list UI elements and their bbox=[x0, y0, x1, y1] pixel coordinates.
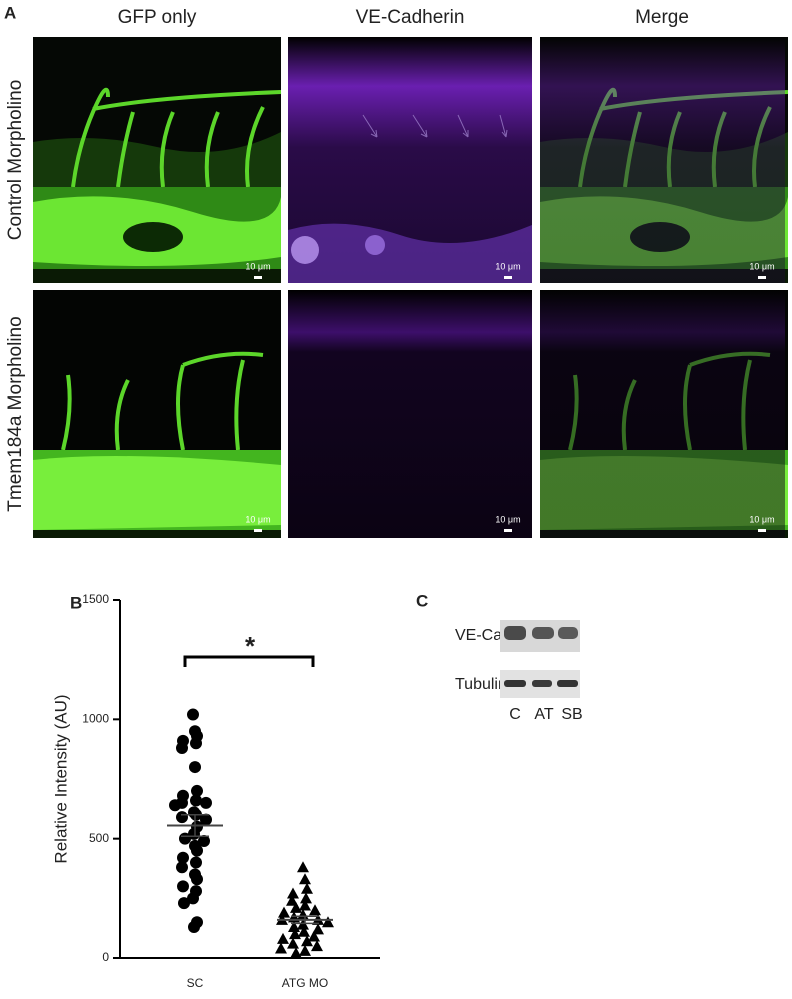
blot-label: Tubulin bbox=[455, 676, 507, 693]
data-point bbox=[299, 873, 311, 885]
micrograph bbox=[538, 35, 790, 285]
data-point bbox=[287, 887, 299, 899]
row-header: Control Morpholino bbox=[5, 80, 26, 241]
error-bar bbox=[181, 814, 209, 838]
data-point bbox=[299, 899, 311, 911]
micrograph bbox=[31, 288, 283, 540]
western-blot bbox=[500, 620, 580, 698]
data-point bbox=[176, 811, 188, 824]
row-header: Tmem184a Morpholino bbox=[5, 316, 26, 511]
micrograph bbox=[31, 35, 283, 285]
data-point bbox=[299, 944, 311, 956]
data-point bbox=[190, 856, 202, 869]
data-point bbox=[311, 940, 323, 952]
lane-label: AT bbox=[534, 706, 553, 723]
data-point bbox=[191, 844, 203, 857]
significance-bracket bbox=[183, 655, 315, 667]
error-bar bbox=[291, 915, 319, 925]
data-point bbox=[200, 796, 212, 809]
lane-label: SB bbox=[561, 706, 582, 723]
y-axis-label: Relative Intensity (AU) bbox=[51, 694, 70, 863]
data-point bbox=[322, 916, 334, 928]
data-point bbox=[191, 873, 203, 886]
data-point bbox=[312, 923, 324, 935]
data-point bbox=[300, 892, 312, 904]
data-point bbox=[189, 761, 201, 774]
y-tick-label: 500 bbox=[89, 831, 109, 845]
column-header: Merge bbox=[635, 7, 689, 28]
y-tick-label: 1500 bbox=[82, 592, 109, 606]
data-point bbox=[290, 947, 302, 959]
data-point bbox=[198, 835, 210, 848]
data-point bbox=[176, 741, 188, 754]
data-point bbox=[187, 708, 199, 721]
x-tick-label: SC bbox=[187, 976, 204, 990]
data-point bbox=[179, 832, 191, 845]
data-point bbox=[290, 901, 302, 913]
column-header: GFP only bbox=[118, 7, 197, 28]
data-point bbox=[286, 894, 298, 906]
micrograph bbox=[288, 37, 532, 283]
data-point bbox=[177, 851, 189, 864]
data-point bbox=[287, 937, 299, 949]
data-point bbox=[200, 813, 212, 826]
panel-label: A bbox=[4, 3, 16, 22]
data-point bbox=[309, 904, 321, 916]
data-point bbox=[275, 942, 287, 954]
data-point bbox=[190, 737, 202, 750]
y-tick-label: 0 bbox=[102, 950, 109, 964]
data-point bbox=[301, 882, 313, 894]
micrograph bbox=[538, 288, 790, 540]
data-point bbox=[188, 920, 200, 933]
scale-bar-label: 10 μm bbox=[495, 514, 520, 524]
blot-label: VE-Cad bbox=[455, 627, 511, 644]
data-point bbox=[178, 897, 190, 910]
y-tick-label: 1000 bbox=[82, 712, 109, 726]
data-point bbox=[289, 928, 301, 940]
scale-bar-label: 10 μm bbox=[495, 261, 520, 271]
data-point bbox=[308, 930, 320, 942]
micrograph bbox=[288, 290, 532, 538]
scale-bars bbox=[254, 276, 766, 532]
data-point bbox=[278, 906, 290, 918]
data-point bbox=[301, 935, 313, 947]
lane-label: C bbox=[509, 706, 521, 723]
data-point bbox=[176, 861, 188, 874]
data-point bbox=[191, 784, 203, 797]
scale-bar-label: 10 μm bbox=[749, 261, 774, 271]
column-header: VE-Cadherin bbox=[356, 7, 465, 28]
data-point bbox=[298, 925, 310, 937]
data-point bbox=[277, 932, 289, 944]
data-point bbox=[297, 861, 309, 873]
panel-label: B bbox=[70, 593, 82, 612]
data-point bbox=[187, 892, 199, 905]
x-tick-label: ATG MO bbox=[282, 976, 328, 990]
significance-label: * bbox=[245, 631, 256, 661]
data-point bbox=[190, 794, 202, 807]
scale-bar-label: 10 μm bbox=[245, 261, 270, 271]
dot-plot: 0 500 1000 1500 Relative Intensity (AU) SC ATG… bbox=[51, 592, 380, 990]
data-point bbox=[169, 799, 181, 812]
data-point bbox=[288, 920, 300, 932]
data-point bbox=[177, 880, 189, 893]
panel-label: C bbox=[416, 591, 428, 610]
data-point bbox=[297, 909, 309, 921]
scale-bar-label: 10 μm bbox=[749, 514, 774, 524]
scale-bar-label: 10 μm bbox=[245, 514, 270, 524]
